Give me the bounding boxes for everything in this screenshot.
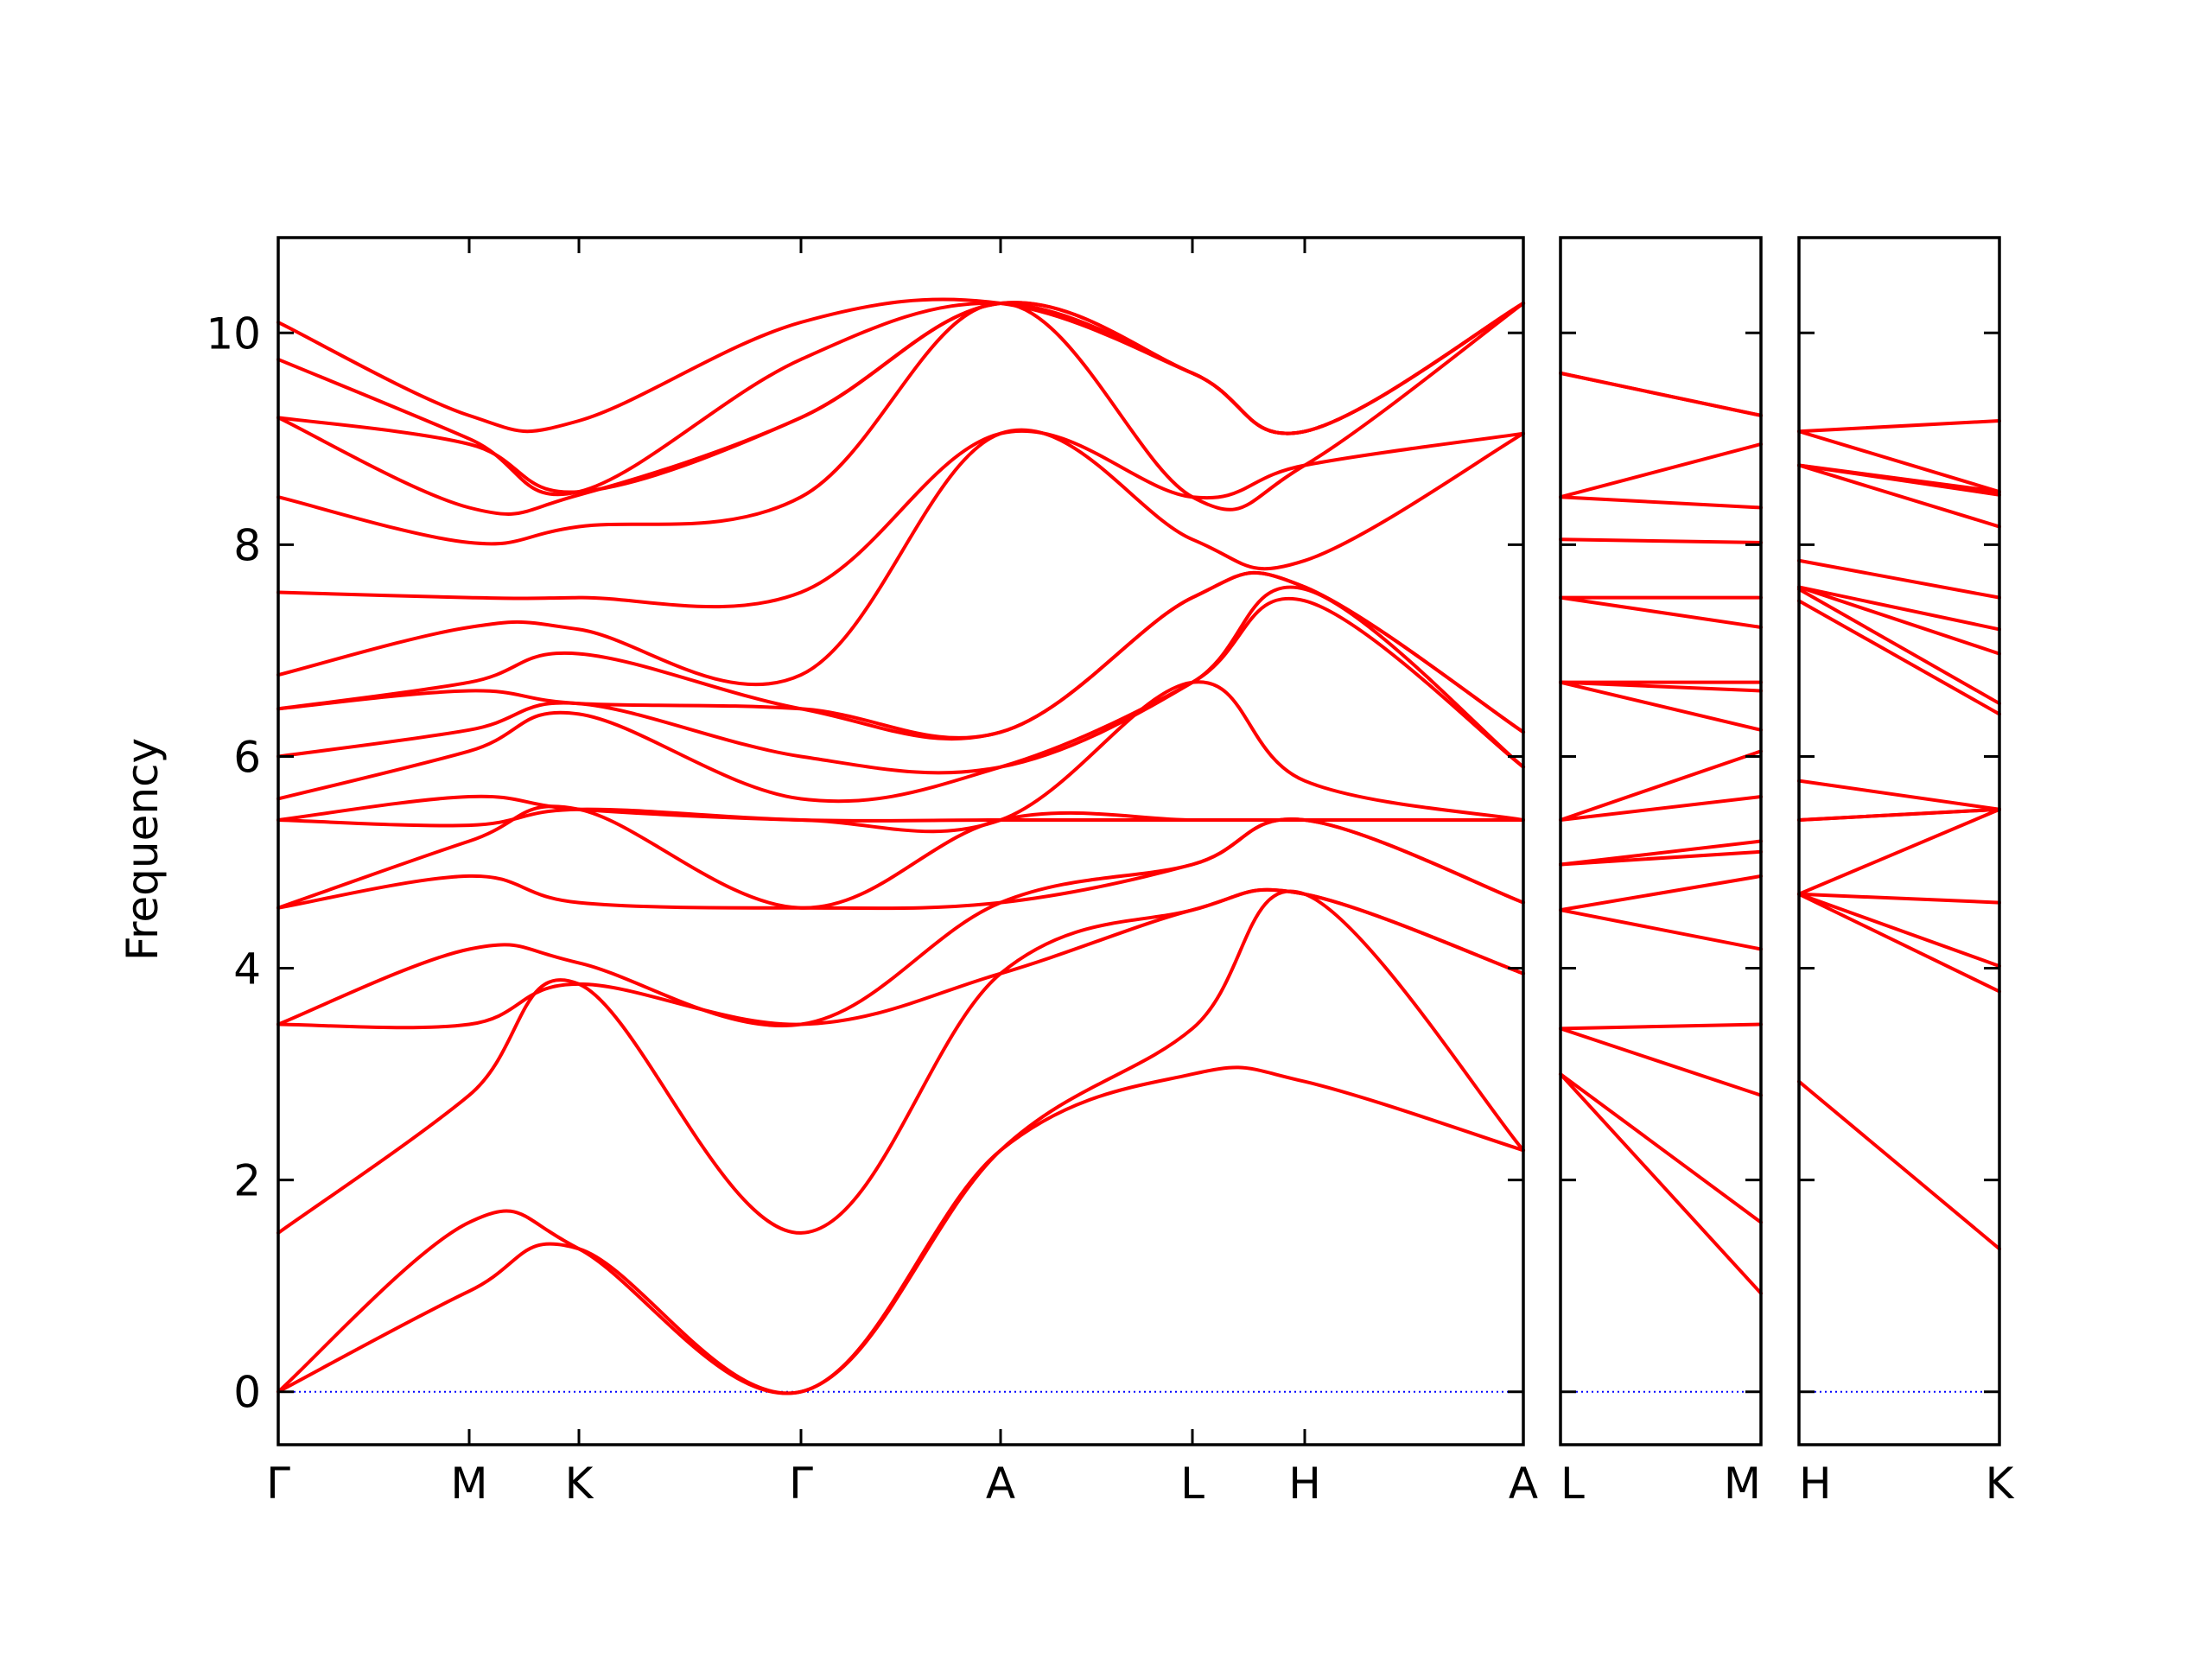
bands [276,297,1525,1395]
band-line-4 [1797,892,2001,905]
band-line-17 [1797,429,2001,494]
x-tick-label: H [1288,1459,1321,1509]
band-line-18 [1559,442,1763,499]
panel-1: 0 2 4 6 8 10 Γ M K Γ A L H A [206,236,1538,1509]
band-line-2 [1797,892,2001,994]
y-tick-label: 6 [233,732,261,782]
band-line-7 [1797,807,2001,822]
band-line-12 [1797,585,2001,632]
band-line-3 [1559,1027,1763,1097]
band-line-16 [1559,537,1763,544]
band-line-20 [276,297,1525,435]
band-line-8 [276,807,1525,828]
x-tick-label: L [1180,1459,1205,1509]
band-line-4 [276,887,1525,1030]
band-line-11 [276,585,1525,775]
band-line-20 [1559,371,1763,417]
band-line-1 [1797,1079,2001,1251]
band-line-9 [276,680,1525,834]
band-line-9 [1559,795,1763,822]
band-line-8 [1559,839,1763,867]
band-line-1 [1559,1072,1763,1295]
band-line-11 [1559,680,1763,732]
y-tick-label: 0 [233,1368,261,1418]
y-axis-title: Frequency [118,738,168,961]
band-line-8 [1797,779,2001,811]
x-tick-label: M [450,1459,487,1509]
y-tick-label: 10 [206,308,261,359]
band-line-3 [1797,892,2001,969]
x-tick-label: A [1509,1459,1538,1509]
x-tick-label: Γ [266,1459,290,1509]
x-tick-label: H [1799,1459,1832,1509]
y-tick-label: 2 [233,1156,261,1206]
band-line-7 [1559,849,1763,867]
panel-frame [1797,236,2001,1446]
band-line-4 [1559,1022,1763,1031]
band-line-6 [1559,874,1763,912]
band-line-5 [1559,908,1763,951]
band-line-13 [276,570,1525,741]
y-tick-label: 8 [233,520,261,570]
bands [1797,419,2001,1251]
band-line-16 [1797,463,2001,494]
band-line-10 [1559,749,1763,822]
bands [1559,371,1763,1295]
band-line-10 [1797,587,2001,706]
band-line-11 [1797,585,2001,656]
band-line-5 [1797,807,2001,896]
band-line-10 [276,597,1525,804]
band-line-2 [1559,1072,1763,1224]
x-tick-label: L [1560,1459,1585,1509]
band-line-18 [1797,419,2001,434]
band-line-14 [276,428,1525,687]
band-line-9 [1797,599,2001,716]
band-line-14 [1797,463,2001,529]
x-tick-label: K [1986,1459,2015,1509]
band-line-15 [276,429,1525,609]
x-tick-label: A [986,1459,1015,1509]
y-axis-label: Frequency [118,738,168,961]
x-tick-label: M [1724,1459,1761,1509]
x-tick-label: Γ [789,1459,813,1509]
band-line-16 [276,302,1525,546]
band-line-14 [1559,595,1763,629]
x-tick-label: K [565,1459,594,1509]
band-line-17 [1559,495,1763,510]
y-tick-label: 4 [233,944,261,995]
panel-frame [1559,236,1763,1446]
band-line-13 [1797,558,2001,600]
panel-frame [276,236,1525,1446]
